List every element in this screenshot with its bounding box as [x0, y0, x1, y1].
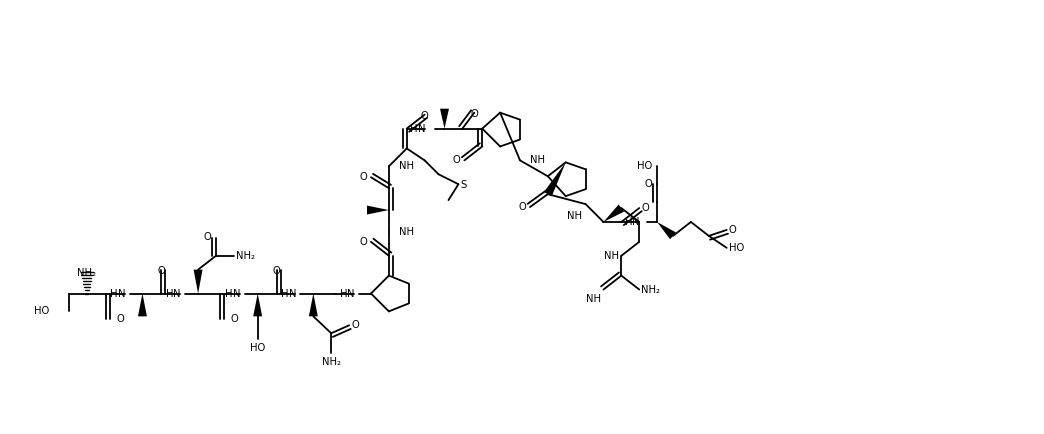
Text: HO: HO [729, 243, 744, 253]
Polygon shape [193, 270, 203, 293]
Text: O: O [272, 266, 281, 276]
Text: O: O [359, 172, 367, 182]
Text: H: H [226, 289, 233, 299]
Text: HO: HO [637, 161, 652, 171]
Text: N: N [173, 289, 181, 299]
Polygon shape [544, 162, 566, 196]
Text: S: S [460, 180, 467, 190]
Text: H: H [624, 217, 633, 227]
Text: O: O [359, 237, 367, 247]
Text: NH: NH [604, 251, 619, 261]
Polygon shape [138, 293, 147, 316]
Text: O: O [729, 225, 736, 235]
Text: H: H [281, 289, 288, 299]
Text: NH: NH [399, 161, 413, 171]
Text: NH: NH [567, 211, 582, 221]
Text: NH: NH [530, 155, 545, 165]
Polygon shape [603, 204, 624, 222]
Text: HO: HO [33, 306, 49, 316]
Text: NH₂: NH₂ [641, 285, 660, 295]
Polygon shape [309, 293, 317, 316]
Text: O: O [204, 232, 211, 242]
Text: O: O [453, 155, 460, 165]
Text: H: H [166, 289, 173, 299]
Text: N: N [288, 289, 296, 299]
Text: NH: NH [587, 293, 601, 303]
Text: O: O [518, 202, 526, 212]
Text: O: O [471, 108, 478, 118]
Text: O: O [351, 320, 359, 330]
Text: H: H [110, 289, 118, 299]
Polygon shape [440, 108, 449, 128]
Text: H: H [410, 124, 418, 134]
Polygon shape [254, 293, 262, 316]
Text: N: N [633, 217, 640, 227]
Text: N: N [233, 289, 240, 299]
Text: N: N [347, 289, 355, 299]
Text: NH: NH [399, 227, 413, 237]
Polygon shape [657, 222, 675, 239]
Text: O: O [421, 111, 428, 121]
Text: O: O [117, 314, 124, 324]
Text: N: N [418, 124, 425, 134]
Text: H: H [339, 289, 347, 299]
Text: O: O [231, 314, 239, 324]
Text: N: N [118, 289, 125, 299]
Text: NH₂: NH₂ [77, 268, 96, 278]
Text: O: O [158, 266, 165, 276]
Text: NH₂: NH₂ [236, 251, 255, 261]
Text: NH₂: NH₂ [322, 357, 340, 367]
Polygon shape [367, 206, 388, 214]
Text: O: O [641, 203, 649, 213]
Text: HO: HO [251, 343, 265, 353]
Text: O: O [644, 179, 652, 189]
